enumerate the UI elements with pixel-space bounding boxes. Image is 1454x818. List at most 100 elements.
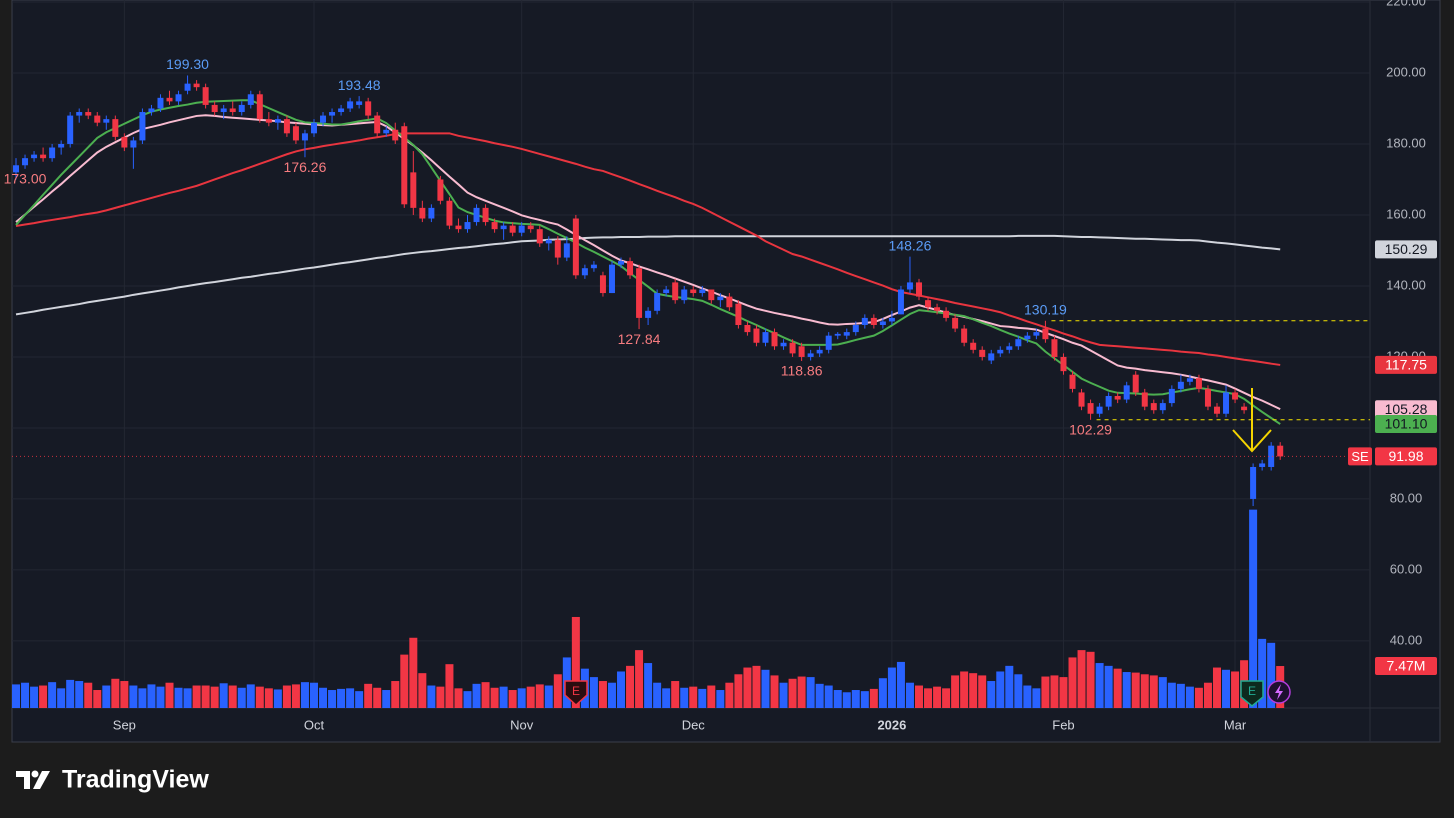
volume-bar [635,650,644,708]
x-tick-label: Oct [304,717,325,732]
candle-body [184,83,191,91]
volume-bar [1176,683,1185,708]
volume-bar [878,678,887,708]
candle-body [879,321,886,325]
candle-body [338,108,345,113]
volume-bar [309,682,318,708]
candle-body [536,229,543,244]
price-tag [1375,447,1437,466]
candle-body [988,353,995,361]
earnings-icon[interactable]: E [1240,680,1264,707]
candle-body [1268,445,1275,467]
candle-body [13,165,19,173]
extreme-label: 199.30 [166,56,209,72]
volume-bar [138,688,147,708]
candle-body [1123,385,1130,400]
candle-body [220,108,227,113]
candle-body [482,207,489,223]
candle-body [229,108,236,113]
volume-bar [770,675,779,708]
price-tag-label: 150.29 [1385,241,1428,257]
candle-body [708,289,715,301]
candle-body [925,300,932,308]
volume-bar [915,685,923,708]
candle-body [347,101,354,109]
candle-body [771,332,778,347]
volume-bar [842,692,851,708]
candle-body [428,207,435,219]
volume-bar [120,681,129,708]
candle-body [1015,339,1022,347]
candle-body [1223,392,1230,414]
volume-bar [445,664,454,708]
volume-bar [1231,671,1240,708]
volume-bar [1032,688,1041,708]
volume-bar [75,681,84,708]
candle-body [1177,381,1184,389]
volume-bar [833,690,842,708]
volume-bar [436,686,445,708]
candle-body [717,296,724,301]
volume-bar [662,688,671,708]
volume-bar [815,683,824,708]
candle-body [870,317,877,325]
price-tag-label: 91.98 [1388,448,1423,464]
price-tag [1375,355,1437,374]
earnings-icon[interactable]: E [564,680,588,707]
candle-body [735,303,742,325]
candle-body [383,129,390,134]
candle-body [681,289,688,301]
moving-average-line [15,99,1281,425]
candle-body [852,324,859,333]
candle-body [753,328,760,343]
volume-bar [1014,674,1023,708]
candle-body [1232,392,1239,400]
volume-bar [382,690,391,708]
volume-bar [617,671,626,708]
candle-body [356,101,363,105]
candle-body [67,115,74,144]
volume-bar [328,690,337,708]
volume-bar [707,685,716,708]
candle-body [1114,395,1121,400]
candle-body [861,317,868,325]
prefix-tag [1348,447,1372,466]
candle-body [1213,406,1220,414]
volume-bar [319,687,328,708]
volume-bar [57,688,66,708]
candle-body [202,87,209,105]
dividend-icon[interactable] [1267,680,1291,704]
volume-bar [517,688,526,708]
volume-bar [1140,674,1149,708]
candle-body [1087,403,1094,414]
candle-body [834,333,841,336]
volume-bar [192,685,201,708]
candle-body [1006,346,1013,350]
y-tick-label: 80.00 [1390,490,1423,505]
volume-bar [454,688,463,708]
volume-bar [806,677,815,708]
volume-bar [526,686,535,708]
volume-bar [291,684,300,708]
candle-body [455,225,462,230]
volume-bar [779,682,788,708]
candle-body [1204,388,1211,407]
volume-bar [1167,682,1176,708]
candle-body [672,282,679,301]
volume-bar [896,661,905,708]
volume-bar [797,676,806,708]
extreme-label: 148.26 [889,237,932,253]
candle-body [211,104,218,113]
candle-body [491,222,498,230]
volume-bar [1158,677,1167,708]
candle-body [292,126,299,141]
x-tick-label: Feb [1052,717,1074,732]
candle-body [374,115,381,134]
volume-bar [752,665,761,708]
candle-body [554,239,561,258]
y-tick-label: 40.00 [1390,632,1423,647]
moving-average-layer [15,99,1281,425]
volume-bar [544,685,553,708]
candle-body [599,275,606,294]
candle-body [563,243,570,258]
